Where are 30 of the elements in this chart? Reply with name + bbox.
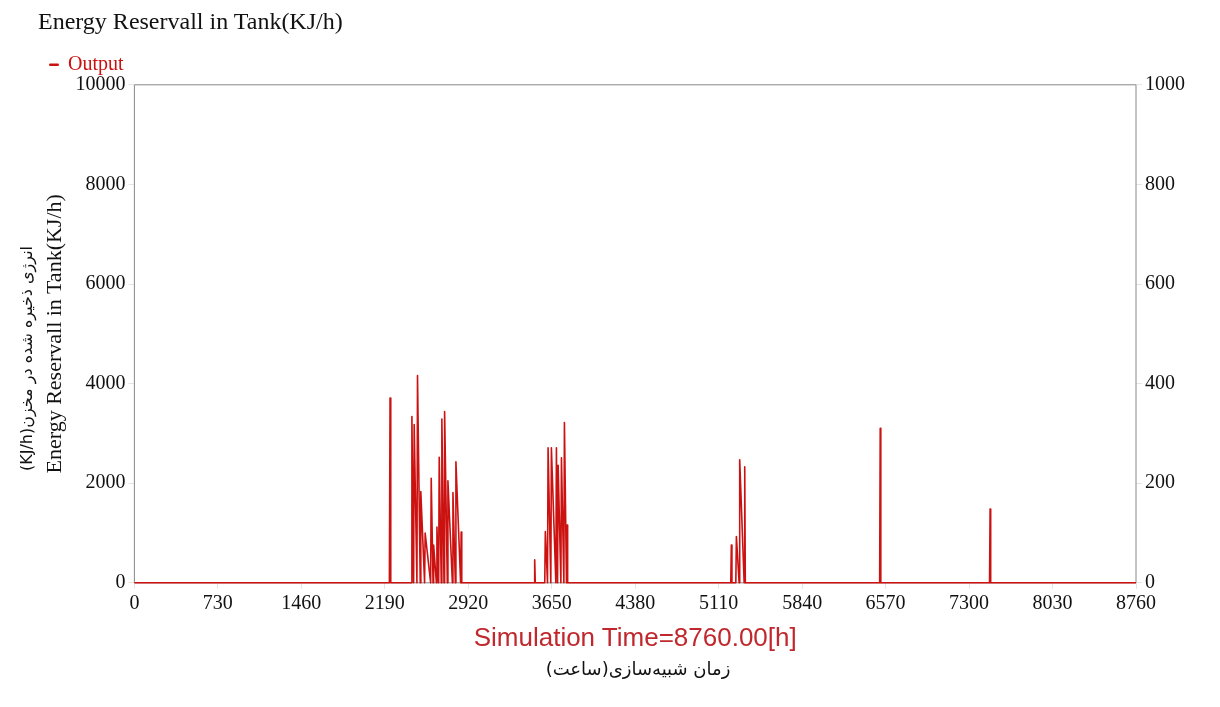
x-tick-label: 1460 bbox=[281, 591, 322, 614]
x-tick-label: 5840 bbox=[782, 591, 823, 614]
y-tick-label: 8000 bbox=[85, 171, 126, 194]
y2-tick-label: 0 bbox=[1145, 570, 1155, 593]
chart-title: Energy Reservall in Tank(KJ/h) bbox=[38, 7, 343, 34]
legend-label: Output bbox=[68, 52, 124, 76]
y2-tick-label: 600 bbox=[1145, 271, 1175, 294]
y2-tick-label: 1000 bbox=[1145, 72, 1185, 95]
y-tick-label: 6000 bbox=[85, 271, 126, 294]
y-tick-label: 2000 bbox=[85, 470, 126, 493]
x-tick-label: 4380 bbox=[615, 591, 656, 614]
x-tick-label: 730 bbox=[202, 591, 233, 614]
x-tick-label: 7300 bbox=[949, 591, 990, 614]
y2-tick-label: 800 bbox=[1145, 171, 1175, 194]
y-axis-title: Energy Reservall in Tank(KJ/h) bbox=[40, 194, 66, 474]
x-tick-label: 2190 bbox=[364, 591, 405, 614]
x-tick-label: 8030 bbox=[1032, 591, 1073, 614]
text: زمان شبیه‌سازی(ساعت) bbox=[545, 658, 731, 679]
x-tick-label: 8760 bbox=[1116, 591, 1156, 614]
y2-tick-label: 200 bbox=[1145, 470, 1175, 493]
x-tick-label: 3650 bbox=[531, 591, 572, 614]
x-tick-label: 0 bbox=[129, 591, 140, 614]
y-tick-label: 4000 bbox=[85, 370, 126, 393]
x-tick-label: 5110 bbox=[699, 591, 739, 614]
y-tick-label: 0 bbox=[115, 570, 126, 593]
y2-tick-label: 400 bbox=[1145, 370, 1175, 393]
x-axis-title: Simulation Time=8760.00[h] bbox=[473, 621, 797, 652]
x-tick-label: 2920 bbox=[448, 591, 489, 614]
text: انرژی ذخیره شده در مخزن(KJ/h) bbox=[17, 245, 37, 471]
x-tick-label: 6570 bbox=[865, 591, 906, 614]
